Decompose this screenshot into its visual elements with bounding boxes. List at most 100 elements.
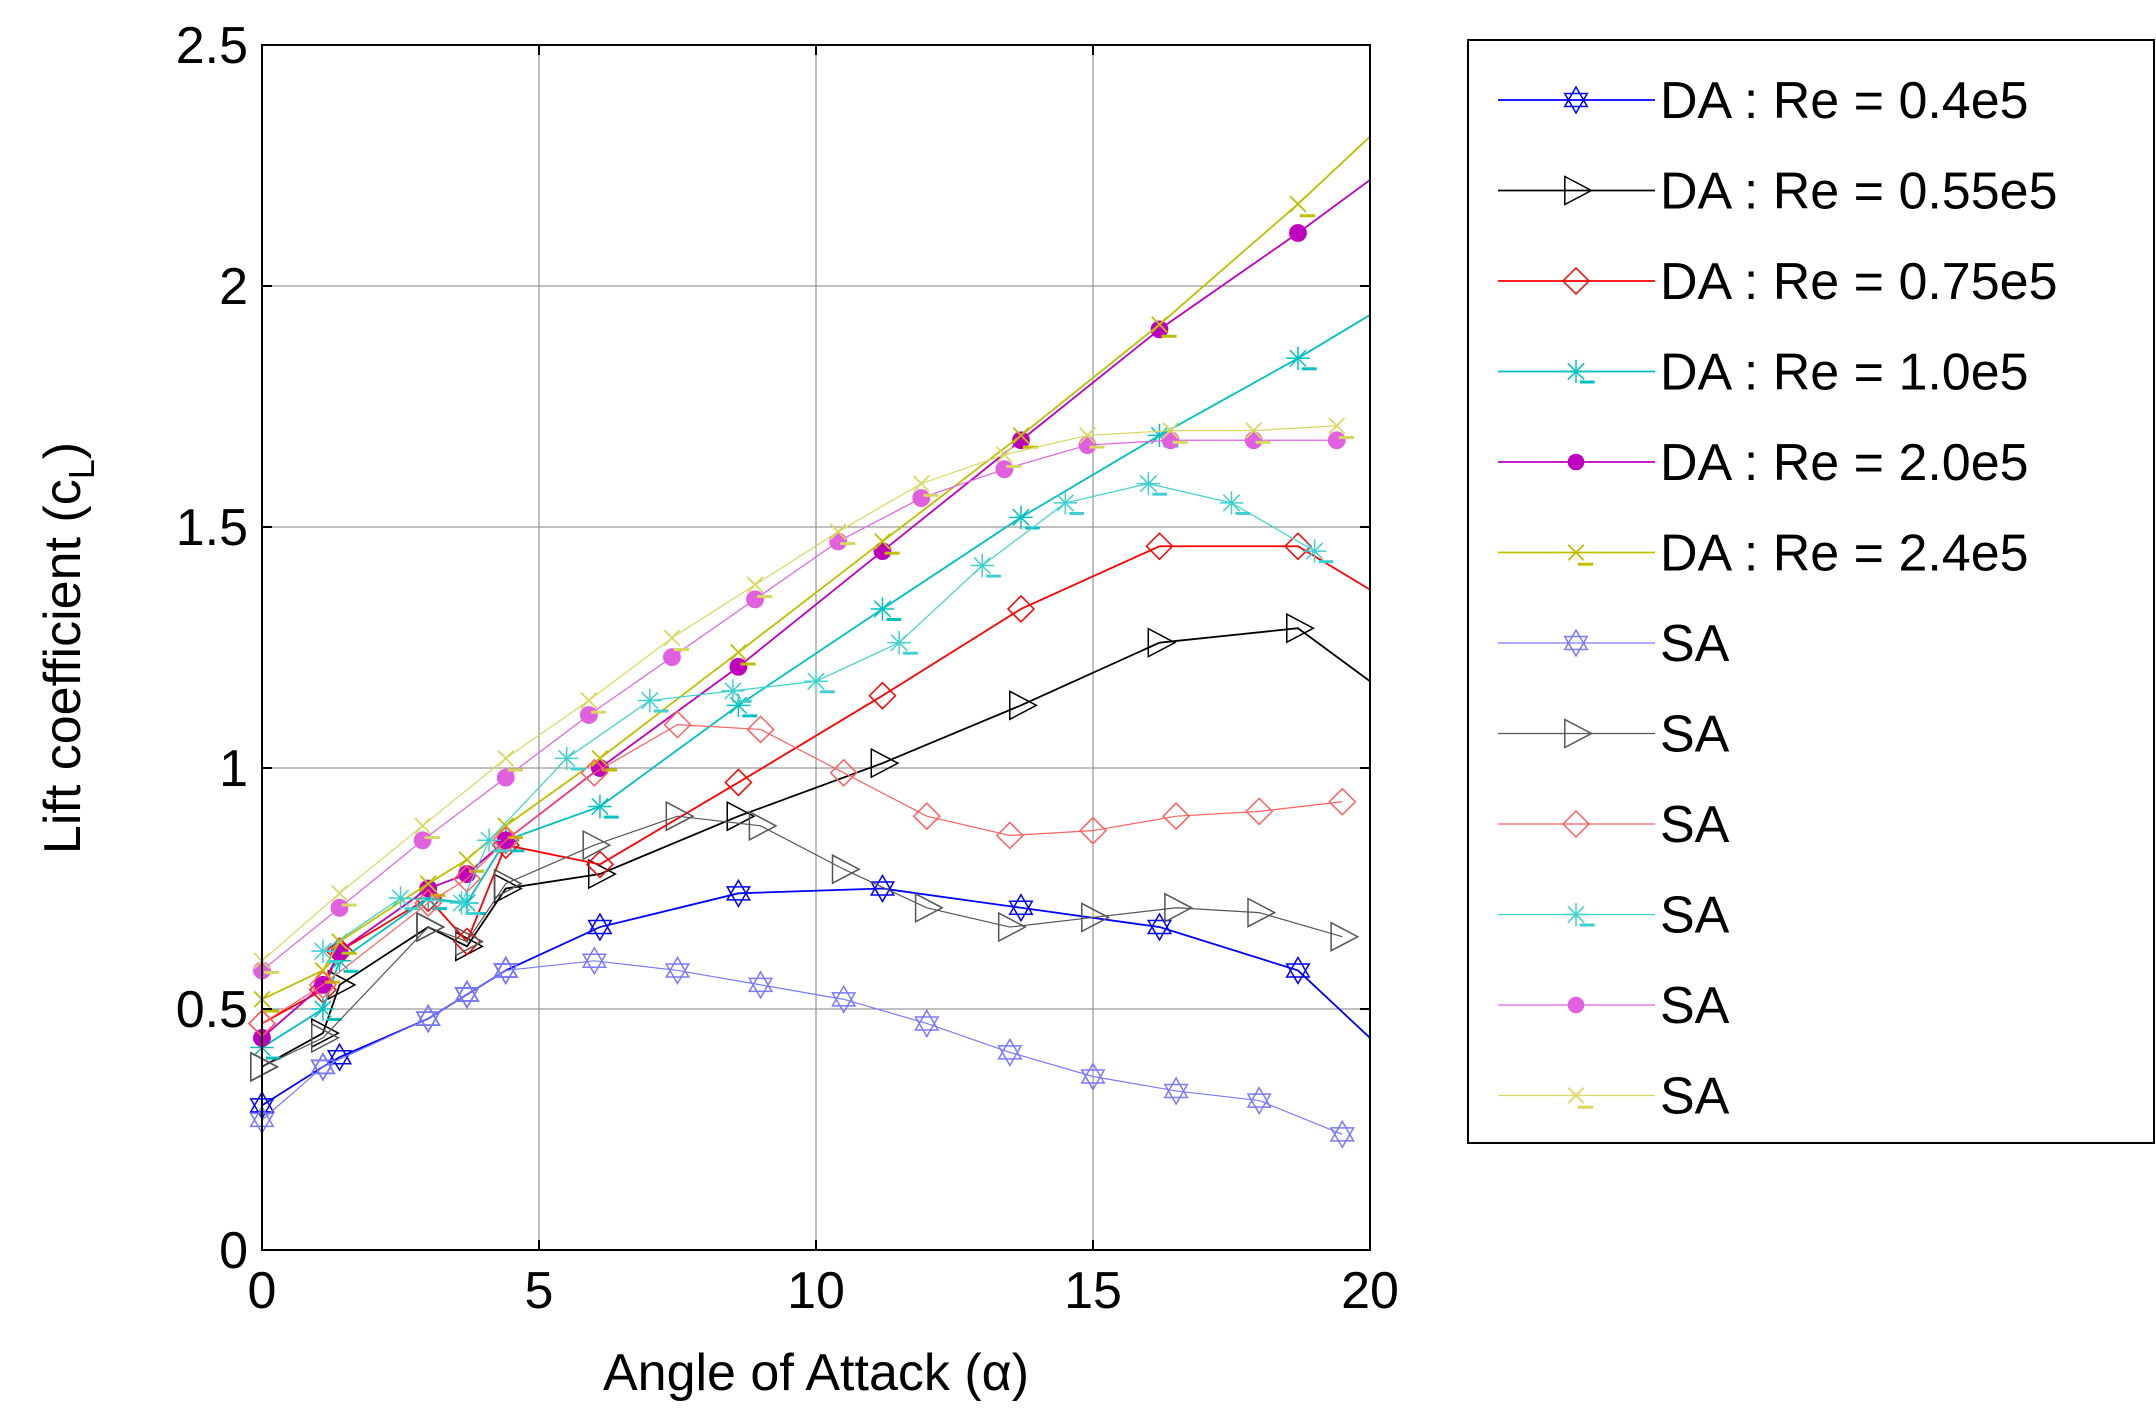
data-point [415,1004,441,1034]
data-point [1302,539,1334,564]
x-tick-label: 0 [248,1262,277,1320]
legend-item: DA : Re = 0.4e5 [1498,72,2029,130]
data-point [1245,422,1271,444]
data-point [555,746,586,771]
data-point [1081,902,1111,933]
data-point [914,892,944,924]
y-tick-label: 1.5 [176,499,248,557]
legend-label: SA [1660,706,1730,764]
legend-item: SA [1498,796,1730,854]
data-point [1163,1076,1189,1106]
data-point [638,688,669,713]
data-point [970,553,1001,578]
data-point [1246,1086,1272,1116]
legend-label: SA [1660,977,1730,1035]
legend-swatch-marker [1563,85,1589,115]
data-point [1329,1119,1355,1149]
legend: DA : Re = 0.4e5 DA : Re = 0.55e5 DA : Re =… [1467,39,2155,1144]
y-tick-label: 2 [219,258,248,316]
data-point [1327,431,1346,450]
data-point [730,643,756,666]
data-point [454,980,480,1010]
legend-label: SA [1660,1068,1730,1126]
data-point [804,669,835,694]
legend-item: DA : Re = 2.4e5 [1498,525,2029,583]
data-point [1285,955,1311,985]
data-point [493,868,523,899]
data-point [414,817,440,840]
data-point [748,970,774,1000]
data-point [1161,431,1180,450]
data-point [1247,897,1277,928]
data-point [868,681,897,710]
data-point [664,955,691,985]
data-point [1328,787,1357,816]
data-point [725,878,751,908]
data-point [1328,417,1354,439]
data-point [912,475,939,497]
data-point [310,1022,340,1054]
data-point [1286,612,1315,644]
legend-item: DA : Re = 0.55e5 [1498,163,2058,221]
data-point [746,715,775,744]
data-point [388,886,420,911]
data-point [1053,491,1085,515]
data-point [493,955,519,985]
x-tick-label: 15 [1064,1262,1122,1320]
data-point [663,648,681,667]
y-tick-label: 2.5 [176,17,248,75]
legend-label: SA [1660,615,1730,673]
data-point [724,768,753,797]
data-point [587,858,617,890]
data-point [1078,436,1097,454]
data-point [580,692,607,714]
series-line [261,439,1337,971]
legend-swatch-marker [1561,266,1591,296]
legend-item: DA : Re = 0.75e5 [1498,253,2058,311]
series-line [261,627,1371,1068]
data-point [1162,422,1188,444]
grid [262,45,1370,1250]
data-point [1009,505,1040,530]
legend-label: SA [1660,796,1730,854]
legend-swatch-marker [1567,996,1585,1014]
data-point [995,821,1024,850]
data-point [311,997,342,1022]
data-point [663,710,692,739]
data-point [1009,690,1038,721]
data-point [497,749,523,772]
legend-swatch-marker [1567,1087,1594,1109]
data-point [1286,346,1317,371]
legend-swatch-marker [1563,628,1589,658]
legend-label: SA [1660,887,1730,945]
legend-swatch-marker [1564,175,1594,206]
series-line [261,887,1371,1107]
data-point [579,706,598,724]
data-point [580,758,609,787]
data-point [414,888,443,918]
data-point [912,489,931,507]
data-point [721,679,752,703]
legend-swatch-marker [1564,718,1594,749]
data-point [997,1037,1023,1067]
series-line [261,960,1343,1135]
data-point [455,926,484,957]
data-point [1006,594,1036,624]
legend-label: DA : Re = 0.4e5 [1660,72,2029,130]
x-tick-label: 10 [787,1262,845,1320]
data-point [1136,471,1168,496]
series-line [261,724,1343,1024]
legend-swatch-marker [1567,544,1594,566]
data-point [250,1051,280,1083]
data-point [1330,921,1360,952]
data-point [870,597,902,621]
data-point [1146,912,1173,942]
data-point [746,590,764,609]
y-axis-label: Lift coefficient (cL) [34,442,102,854]
series-line [261,815,1343,1068]
legend-item: SA [1498,615,1730,673]
legend-label: DA : Re = 2.4e5 [1660,525,2029,583]
legend-label: DA : Re = 1.0e5 [1660,344,2029,402]
